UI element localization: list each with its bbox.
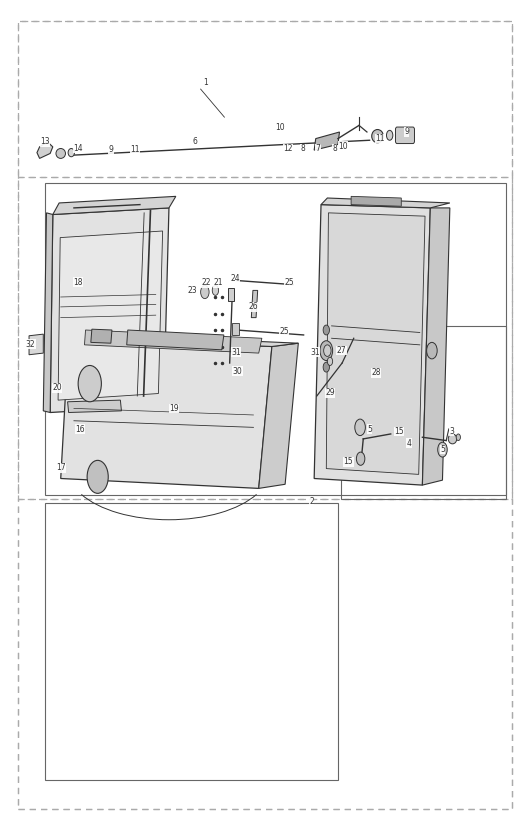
- Text: 21: 21: [213, 279, 223, 287]
- Text: 26: 26: [249, 303, 258, 311]
- Polygon shape: [351, 196, 401, 206]
- Circle shape: [87, 460, 108, 493]
- Text: 11: 11: [375, 134, 385, 143]
- Ellipse shape: [386, 130, 393, 140]
- Circle shape: [212, 285, 219, 295]
- Bar: [45, 183, 506, 495]
- Polygon shape: [61, 338, 272, 488]
- Text: 8: 8: [333, 144, 337, 153]
- Polygon shape: [259, 343, 298, 488]
- Text: 15: 15: [344, 458, 353, 466]
- Text: 4: 4: [407, 439, 412, 447]
- Text: 25: 25: [284, 278, 294, 286]
- Polygon shape: [29, 334, 43, 355]
- Polygon shape: [68, 400, 121, 412]
- Circle shape: [320, 341, 333, 361]
- Ellipse shape: [56, 148, 65, 158]
- Text: 31: 31: [310, 348, 320, 356]
- Text: 12: 12: [283, 144, 293, 153]
- Polygon shape: [58, 231, 163, 400]
- Circle shape: [427, 342, 437, 359]
- Text: 27: 27: [337, 346, 346, 355]
- Polygon shape: [321, 198, 450, 208]
- Text: 10: 10: [275, 123, 285, 131]
- Polygon shape: [91, 329, 112, 343]
- Text: 1: 1: [204, 78, 208, 87]
- Polygon shape: [53, 196, 176, 214]
- Circle shape: [355, 419, 365, 436]
- Polygon shape: [251, 290, 258, 318]
- Polygon shape: [127, 330, 224, 350]
- Bar: [18, 177, 512, 499]
- Bar: [18, 499, 512, 808]
- Text: 2: 2: [309, 497, 314, 506]
- Circle shape: [78, 365, 101, 402]
- Polygon shape: [50, 208, 169, 412]
- Circle shape: [356, 452, 365, 465]
- Polygon shape: [314, 132, 340, 150]
- Circle shape: [323, 325, 329, 335]
- Text: 17: 17: [56, 464, 65, 472]
- Text: 18: 18: [73, 278, 83, 286]
- Ellipse shape: [456, 434, 460, 441]
- Text: 9: 9: [108, 145, 114, 153]
- Bar: [232, 323, 239, 335]
- Text: 24: 24: [230, 274, 240, 282]
- Polygon shape: [69, 333, 298, 346]
- Text: 22: 22: [201, 279, 211, 287]
- Circle shape: [438, 442, 447, 457]
- Text: 8: 8: [301, 144, 305, 153]
- Polygon shape: [84, 330, 262, 353]
- Polygon shape: [43, 213, 53, 412]
- Ellipse shape: [68, 148, 74, 157]
- Polygon shape: [422, 208, 450, 485]
- Text: 19: 19: [169, 404, 179, 412]
- Text: 32: 32: [26, 340, 35, 348]
- Bar: [341, 326, 506, 499]
- Text: 29: 29: [325, 389, 335, 397]
- Text: 16: 16: [76, 425, 85, 433]
- Ellipse shape: [448, 434, 457, 444]
- Text: 7: 7: [315, 144, 320, 153]
- Text: 15: 15: [394, 427, 403, 436]
- Text: 11: 11: [130, 145, 139, 153]
- Text: 28: 28: [371, 369, 381, 377]
- Text: 31: 31: [231, 348, 241, 356]
- Polygon shape: [326, 213, 425, 474]
- Text: 14: 14: [73, 144, 83, 153]
- Bar: [45, 503, 338, 780]
- Circle shape: [323, 362, 329, 372]
- Text: 23: 23: [188, 286, 197, 295]
- Text: 5: 5: [367, 425, 372, 433]
- Text: 3: 3: [449, 427, 454, 436]
- Bar: [18, 21, 512, 177]
- Circle shape: [201, 285, 209, 299]
- Bar: [228, 288, 234, 301]
- Text: 5: 5: [440, 446, 445, 454]
- FancyBboxPatch shape: [395, 127, 414, 144]
- Text: 13: 13: [40, 138, 50, 146]
- Text: 30: 30: [233, 367, 242, 375]
- Ellipse shape: [372, 130, 383, 143]
- Text: 6: 6: [193, 138, 198, 146]
- Circle shape: [327, 357, 333, 365]
- Text: 10: 10: [338, 142, 348, 150]
- Text: 20: 20: [52, 384, 62, 392]
- Text: 9: 9: [404, 128, 409, 136]
- Circle shape: [324, 345, 331, 356]
- Text: 25: 25: [279, 328, 289, 336]
- Polygon shape: [37, 142, 53, 158]
- Polygon shape: [314, 205, 430, 485]
